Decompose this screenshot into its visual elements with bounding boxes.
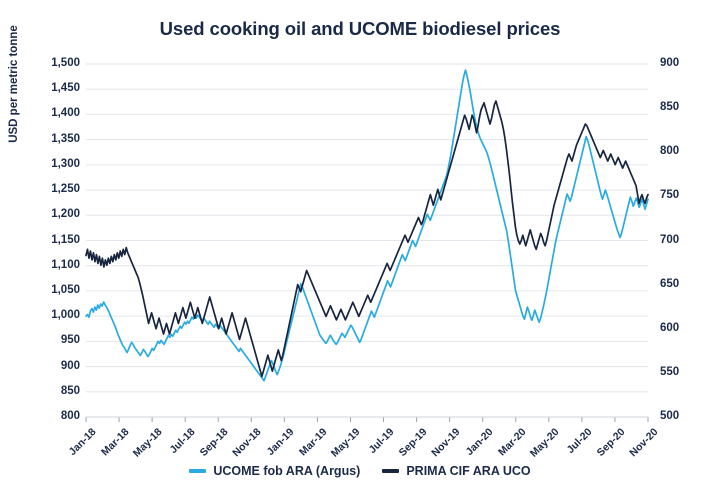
- y-tick-left: 1,100: [51, 258, 80, 271]
- y-tick-left: 1,000: [51, 309, 80, 322]
- y-tick-left: 850: [60, 384, 80, 397]
- y-tick-right: 650: [660, 277, 680, 290]
- y-tick-right: 600: [660, 321, 680, 334]
- y-tick-left: 1,200: [51, 208, 80, 221]
- legend-swatch-icon: [189, 469, 207, 473]
- y-tick-right: 750: [660, 189, 680, 202]
- chart-legend: UCOME fob ARA (Argus) PRIMA CIF ARA UCO: [0, 464, 720, 478]
- series-line-prima: [85, 100, 649, 378]
- y-tick-left: 1,500: [51, 57, 80, 69]
- legend-swatch-icon: [382, 469, 400, 473]
- y-tick-left: 1,350: [51, 132, 80, 145]
- y-tick-left: 900: [60, 359, 80, 372]
- legend-item[interactable]: PRIMA CIF ARA UCO: [382, 464, 531, 478]
- legend-label: UCOME fob ARA (Argus): [213, 464, 361, 478]
- y-tick-right: 550: [660, 365, 680, 378]
- legend-item[interactable]: UCOME fob ARA (Argus): [189, 464, 360, 478]
- y-tick-left: 1,450: [51, 82, 80, 95]
- legend-label: PRIMA CIF ARA UCO: [406, 464, 531, 478]
- y-tick-right: 800: [660, 145, 680, 158]
- y-tick-right: 850: [660, 101, 680, 114]
- y-tick-right: 500: [660, 410, 680, 422]
- y-tick-right: 700: [660, 233, 680, 246]
- y-tick-left: 1,300: [51, 157, 80, 170]
- y-tick-right: 900: [660, 57, 680, 69]
- y-tick-left: 1,150: [51, 233, 80, 246]
- y-tick-left: 950: [60, 334, 80, 347]
- y-tick-left: 1,400: [51, 107, 80, 120]
- series-line-ucome: [85, 69, 649, 382]
- chart-title: Used cooking oil and UCOME biodiesel pri…: [159, 18, 561, 39]
- y-tick-left: 1,250: [51, 183, 80, 196]
- y-tick-left: 800: [60, 410, 80, 422]
- y-tick-left: 1,050: [51, 283, 80, 296]
